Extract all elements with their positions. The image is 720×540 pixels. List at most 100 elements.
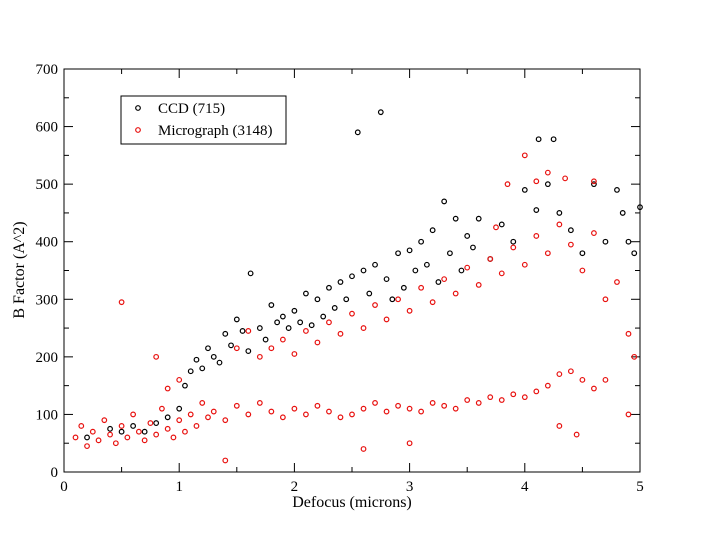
data-point-s1-42 (406, 405, 413, 412)
y-tick-label-6: 600 (36, 120, 59, 136)
legend-marker-1 (135, 127, 141, 133)
data-point-s1-94 (493, 224, 499, 231)
data-point-s1-66 (326, 319, 332, 326)
data-point-s1-0 (72, 434, 79, 441)
data-point-s1-28 (245, 411, 252, 418)
data-point-s0-4 (141, 428, 148, 435)
data-point-s1-14 (147, 420, 154, 426)
data-point-s0-43 (383, 276, 390, 283)
data-point-s1-4 (95, 437, 102, 444)
data-point-s1-62 (279, 336, 286, 343)
data-point-s0-77 (637, 204, 643, 211)
data-point-s0-22 (262, 336, 269, 343)
legend: CCD (715) Micrograph (3148) (120, 95, 287, 145)
legend-marker-0 (135, 105, 141, 111)
data-point-s0-38 (354, 129, 361, 136)
data-point-s0-39 (360, 267, 367, 274)
data-point-s1-90 (602, 296, 609, 303)
y-tick-label-2: 200 (36, 350, 59, 366)
data-point-s1-56 (567, 368, 574, 375)
data-point-s0-69 (567, 227, 574, 234)
data-point-s1-52 (521, 394, 528, 401)
data-point-s0-44 (389, 296, 396, 303)
x-axis-ticks: 0 1 2 3 4 5 (60, 69, 644, 495)
data-point-s0-16 (228, 342, 234, 349)
data-point-s1-99 (562, 175, 569, 182)
data-point-s1-17 (164, 425, 171, 432)
data-point-s1-35 (326, 408, 332, 415)
data-point-s1-58 (591, 385, 597, 392)
data-point-s1-80 (487, 256, 494, 262)
data-point-s0-7 (176, 405, 183, 412)
data-point-s1-81 (498, 270, 505, 277)
data-point-s1-12 (135, 428, 142, 435)
y-axis-ticks: 0 100 200 300 400 500 600 700 (36, 62, 640, 481)
data-point-s0-54 (447, 250, 453, 257)
data-point-s0-41 (372, 261, 378, 268)
data-point-s1-102 (176, 376, 183, 383)
data-point-s1-24 (205, 414, 211, 421)
data-point-s0-49 (418, 238, 425, 245)
data-point-s1-75 (429, 299, 436, 306)
data-point-s0-70 (579, 250, 586, 257)
data-point-s1-95 (504, 181, 511, 188)
data-point-s0-24 (274, 319, 281, 326)
data-point-s1-34 (314, 402, 321, 409)
data-point-s1-106 (406, 440, 413, 447)
data-point-s1-6 (107, 431, 113, 438)
data-point-s1-89 (591, 230, 597, 236)
data-point-s1-11 (130, 411, 137, 418)
data-point-s0-68 (556, 210, 563, 216)
data-point-s0-36 (343, 296, 350, 303)
data-point-s0-59 (475, 215, 482, 222)
y-tick-label-0: 0 (51, 465, 59, 481)
x-axis-title: Defocus (microns) (292, 494, 412, 511)
data-point-s0-64 (533, 207, 540, 213)
data-point-s0-3 (130, 423, 137, 429)
data-point-s1-86 (556, 221, 563, 228)
data-point-s0-46 (400, 284, 407, 291)
data-point-s0-45 (395, 250, 401, 257)
data-point-s1-105 (233, 345, 240, 352)
data-point-s0-21 (256, 325, 263, 331)
data-point-s1-64 (303, 328, 309, 334)
data-point-s1-30 (268, 408, 275, 415)
data-point-s1-110 (556, 423, 563, 429)
data-point-s1-85 (544, 250, 551, 257)
data-point-s1-74 (418, 284, 425, 291)
data-point-s1-109 (573, 431, 580, 438)
data-point-s1-43 (418, 408, 425, 415)
data-point-s1-77 (452, 290, 459, 297)
x-tick-label-2: 2 (291, 479, 299, 495)
data-point-s0-13 (210, 353, 217, 360)
data-point-s0-19 (245, 348, 252, 355)
data-point-s0-31 (314, 296, 321, 303)
data-point-s1-7 (112, 440, 119, 447)
data-point-s0-32 (320, 313, 327, 320)
data-point-s1-55 (556, 371, 563, 378)
data-point-s0-12 (205, 345, 211, 352)
data-point-s0-30 (308, 322, 315, 329)
data-point-s1-100 (591, 178, 597, 185)
y-tick-label-7: 700 (36, 62, 59, 78)
data-point-s1-49 (487, 394, 494, 401)
data-point-s1-78 (464, 264, 471, 271)
data-point-s0-20 (247, 270, 254, 277)
data-point-s0-65 (535, 136, 542, 143)
data-point-s1-54 (544, 382, 551, 389)
data-point-s1-33 (303, 411, 309, 418)
data-point-s0-67 (550, 136, 557, 143)
data-point-s1-63 (291, 351, 298, 357)
data-point-s1-21 (187, 411, 194, 418)
data-point-s0-11 (199, 365, 206, 372)
data-point-s1-59 (602, 376, 609, 383)
y-tick-label-3: 300 (36, 292, 59, 308)
data-point-s0-9 (187, 368, 194, 375)
data-points (72, 109, 643, 464)
data-point-s0-51 (429, 227, 436, 234)
data-point-s0-58 (470, 244, 476, 251)
series-1 (72, 152, 638, 464)
data-point-s0-40 (366, 290, 373, 297)
data-point-s1-53 (533, 388, 540, 395)
data-point-s1-44 (429, 400, 436, 406)
